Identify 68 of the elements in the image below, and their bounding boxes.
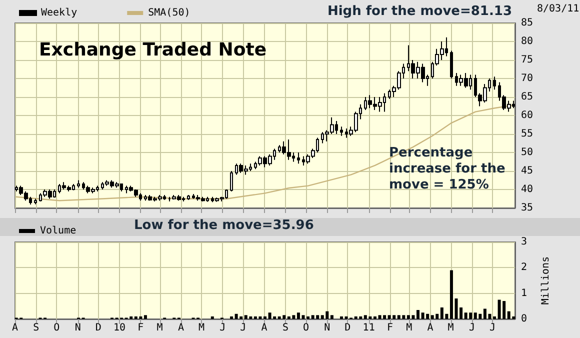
text: High for the move=81.13 [327,4,512,19]
x-tick-label: A [427,322,434,334]
text: Exchange Traded Note [39,40,267,60]
x-tick-label: D [344,322,351,334]
bar [450,270,453,319]
candlestick [187,194,190,200]
y-tick-label: 2 [521,262,528,274]
x-tick-label: N [74,322,81,334]
x-tick-label: A [12,322,18,334]
bar [340,316,344,319]
x-tick-label: N [324,322,330,334]
y-tick-label: 55 [521,128,534,140]
y-tick-label: 35 [521,202,534,214]
x-tick-label: D [95,322,102,334]
x-tick-label: J [489,322,496,334]
candlestick [493,76,496,90]
legend-label: Volume [40,226,76,236]
bar [493,316,496,319]
x-tick-label: J [468,322,475,334]
candlestick [450,50,453,79]
annotation: Percentage increase for the move = 125% [389,146,506,192]
x-tick-label: M [198,322,204,334]
legend-label: SMA(50) [148,8,190,18]
y-tick-label: 65 [521,92,534,102]
y-tick-label: 1 [521,288,528,299]
x-tick-label: O [54,322,60,334]
text: 8/03/11 [537,4,580,14]
x-tick-label: M [448,322,454,334]
x-tick-label: 10 [113,322,126,334]
y-tick-label: 60 [521,110,534,121]
x-tick-label: A [261,322,268,334]
y-tick-label: 3 [521,236,528,248]
x-tick-label: S [282,322,289,334]
y-tick-label: 80 [521,36,534,47]
y-tick-label: 0 [521,314,528,324]
candlestick [34,198,37,205]
x-tick-label: O [302,322,309,334]
y-tick-label: 85 [521,18,534,28]
y-tick-label: 70 [521,73,534,84]
y-tick-label: 75 [521,54,534,66]
bar [330,315,334,319]
legend-label: Weekly [41,8,78,18]
bar [144,315,147,319]
candlestick [340,126,343,136]
x-tick-label: S [33,322,40,334]
y-tick-label: 50 [521,147,534,158]
x-tick-label: M [406,322,412,334]
x-tick-label: M [156,322,163,334]
bar [296,312,300,319]
y-tick-label: 40 [521,184,534,195]
x-tick-label: A [178,322,184,334]
y-axis-title: Millions [540,256,552,305]
bar [264,316,266,319]
x-tick-label: J [220,322,226,334]
candlestick [297,152,300,164]
bar [230,316,234,319]
candlestick [230,170,233,192]
x-tick-label: F [386,322,394,334]
x-tick-label: J [240,322,246,334]
bar [210,316,214,319]
y-tick-label: 45 [521,166,534,176]
candlestick [77,180,80,188]
x-tick-label: 11 [362,322,375,334]
text: Low for the move=35.96 [134,218,314,233]
x-tick-label: F [138,322,144,334]
bar [373,316,376,319]
line-series [16,104,514,202]
bar [416,310,420,319]
